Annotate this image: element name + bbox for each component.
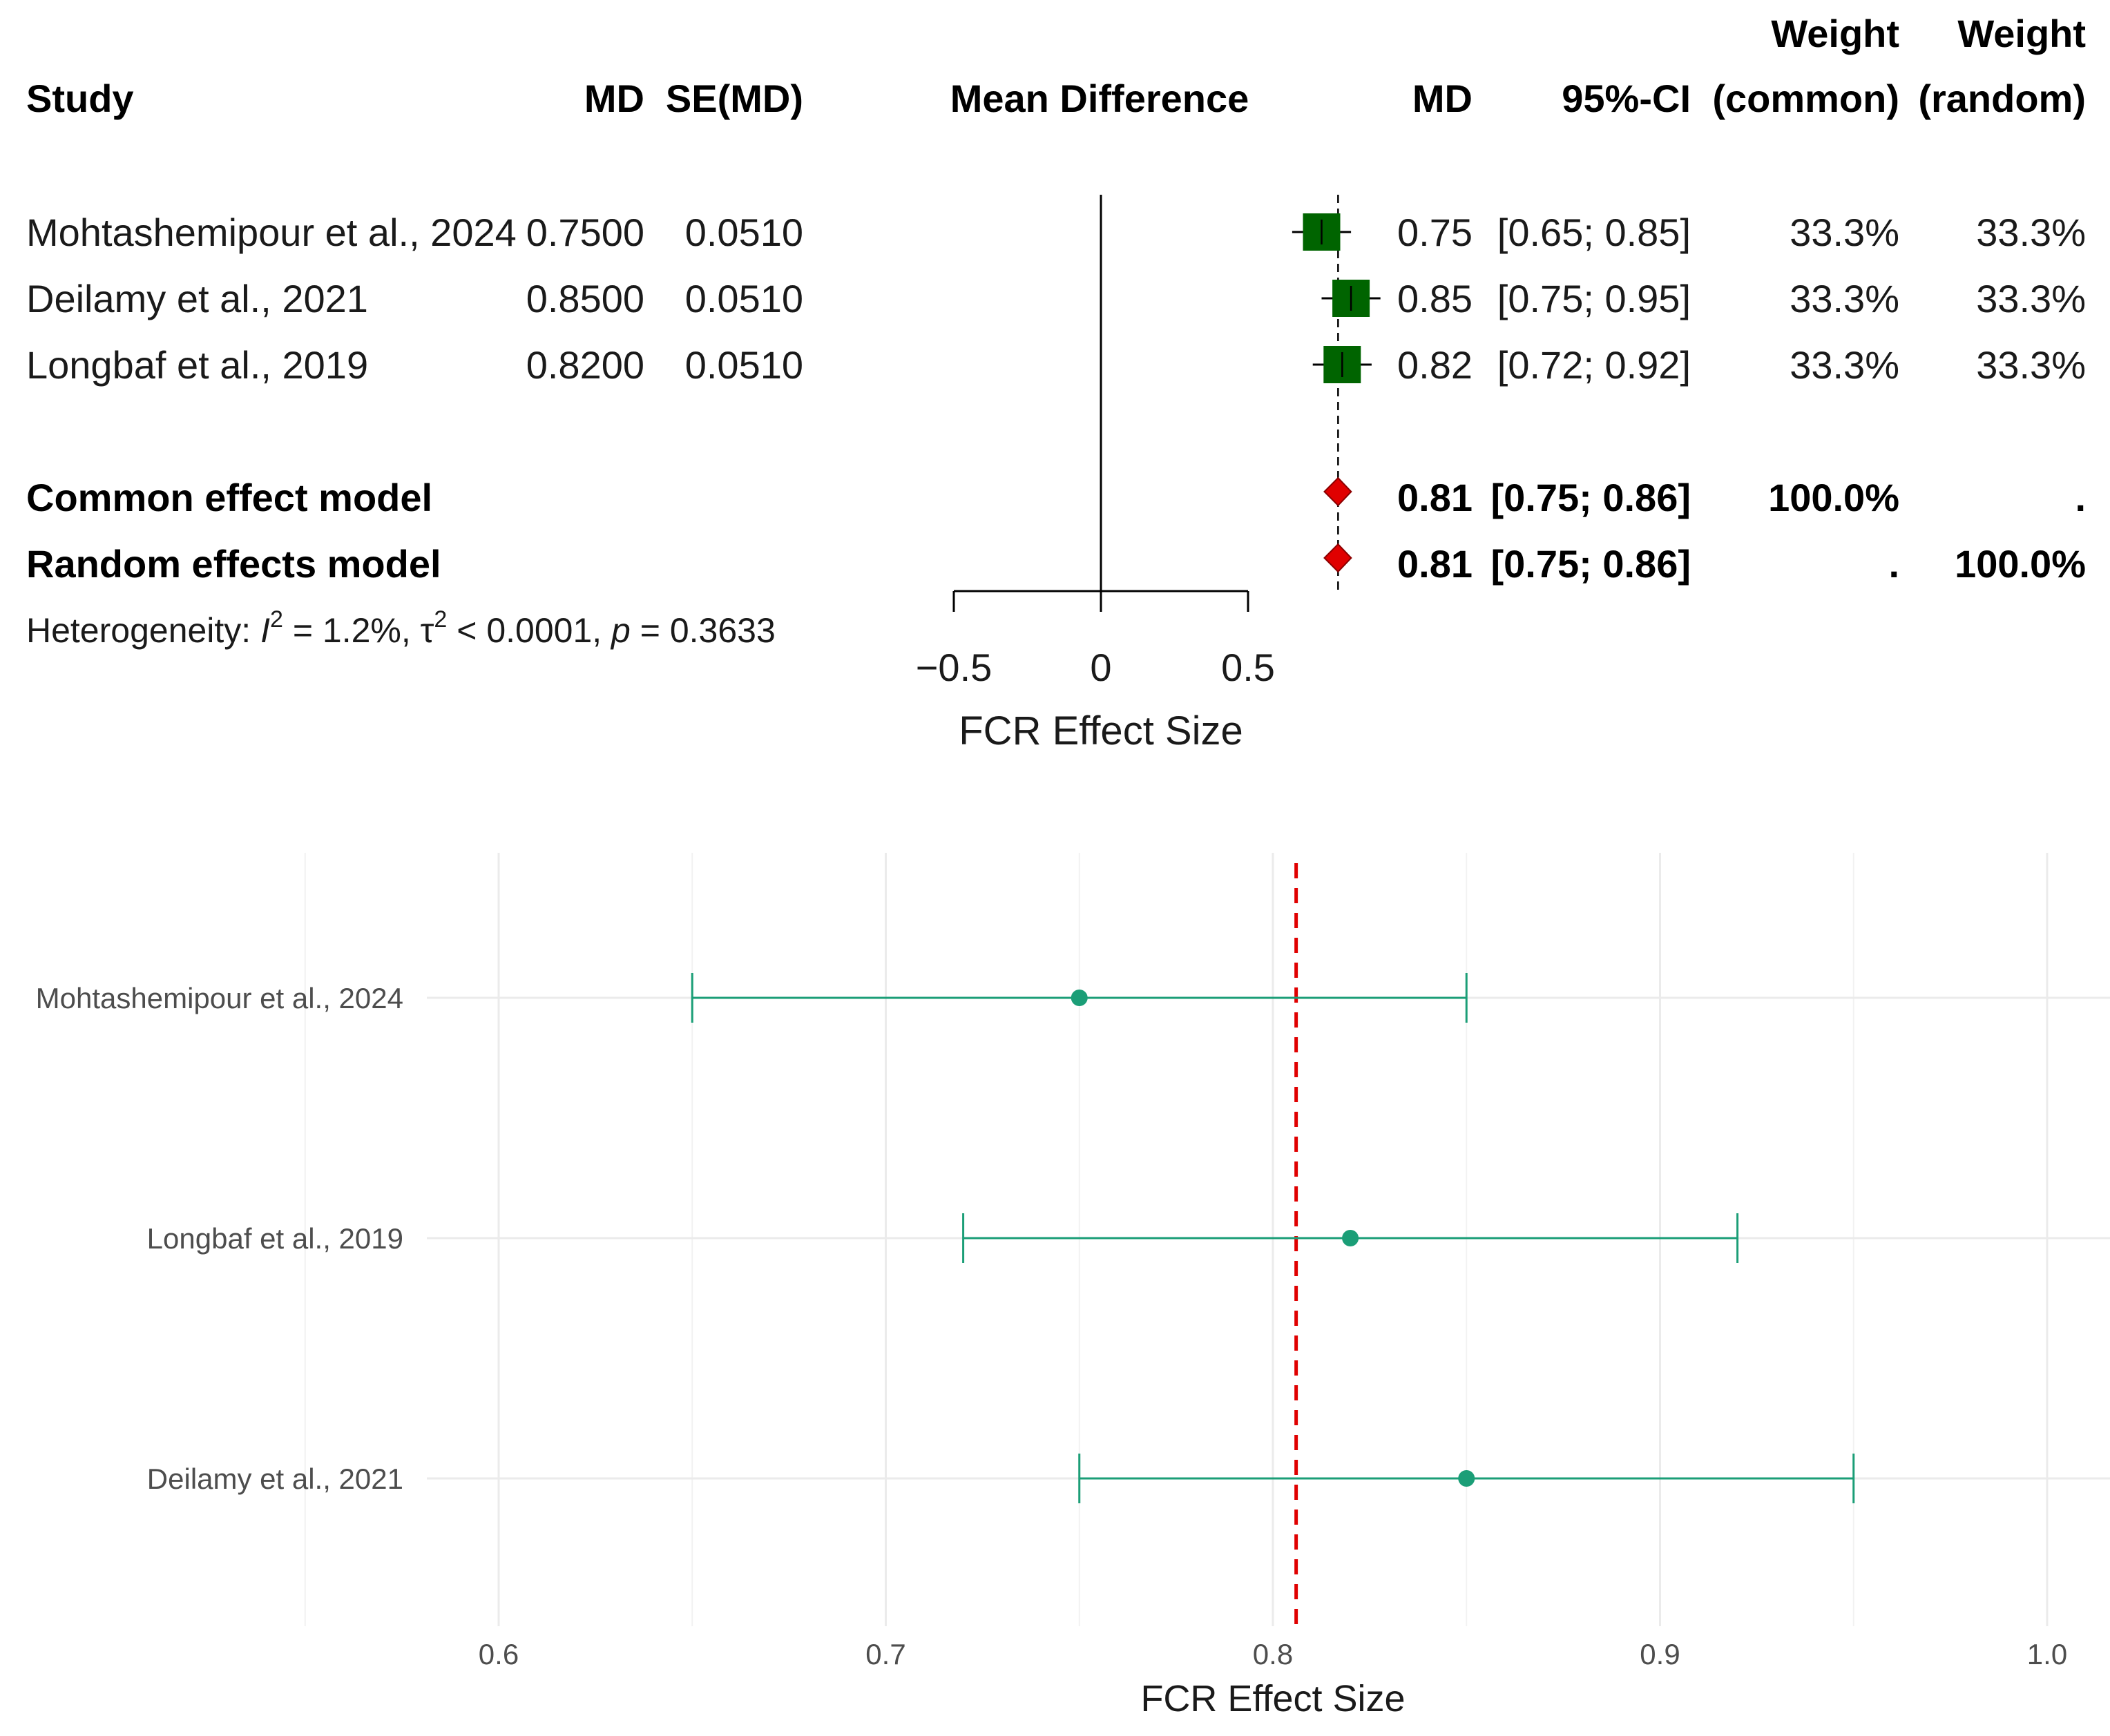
forest-x-axis-label: FCR Effect Size [959, 708, 1243, 753]
header-mean-difference: Mean Difference [950, 77, 1249, 120]
study-weight-common: 33.3% [1790, 277, 1899, 320]
study-md-display: 0.82 [1397, 343, 1473, 387]
study-weight-random: 33.3% [1976, 343, 2086, 387]
forest-marks: −0.5 0 0.5 [916, 195, 1381, 689]
model-name: Random effects model [26, 542, 441, 586]
errorbar-point [1071, 990, 1088, 1006]
errorbar-study-label: Deilamy et al., 2021 [147, 1463, 403, 1495]
study-md: 0.8200 [526, 343, 644, 387]
study-row: Mohtashemipour et al., 2024 0.7500 0.051… [26, 211, 2086, 254]
errorbar-plot: 0.6 0.7 0.8 0.9 1.0 Mohtashemipour et al., 20… [36, 853, 2110, 1719]
forest-x-tick-label: −0.5 [916, 646, 992, 689]
model-weight-common: . [1888, 542, 1899, 586]
header-weight-common-top: Weight [1771, 12, 1899, 55]
errorbar-point [1458, 1470, 1475, 1487]
header-ci: 95%-CI [1562, 77, 1691, 120]
model-diamond [1323, 476, 1352, 507]
study-row: Deilamy et al., 2021 0.8500 0.0510 0.85 … [26, 277, 2086, 320]
study-name: Longbaf et al., 2019 [26, 343, 368, 387]
errorbar-grid [304, 853, 2110, 1626]
study-md: 0.8500 [526, 277, 644, 320]
study-weight-common: 33.3% [1790, 343, 1899, 387]
study-se: 0.0510 [685, 343, 803, 387]
header-md-right: MD [1412, 77, 1473, 120]
header-md: MD [584, 77, 644, 120]
study-ci: [0.72; 0.92] [1497, 343, 1691, 387]
errorbar-x-tick-label: 1.0 [2027, 1638, 2067, 1670]
errorbar-x-tick-label: 0.9 [1640, 1638, 1680, 1670]
study-name: Deilamy et al., 2021 [26, 277, 368, 320]
study-ci: [0.65; 0.85] [1497, 211, 1691, 254]
heterogeneity-text: Heterogeneity: I2 = 1.2%, τ2 < 0.0001, p… [26, 606, 776, 650]
model-md-display: 0.81 [1397, 542, 1473, 586]
errorbar-x-tick-label: 0.7 [865, 1638, 905, 1670]
header-weight-common: (common) [1712, 77, 1899, 120]
study-ci: [0.75; 0.95] [1497, 277, 1691, 320]
model-ci: [0.75; 0.86] [1491, 542, 1691, 586]
study-weight-common: 33.3% [1790, 211, 1899, 254]
header-weight-random: (random) [1918, 77, 2086, 120]
errorbar-x-axis-label: FCR Effect Size [1140, 1678, 1405, 1719]
study-row: Longbaf et al., 2019 0.8200 0.0510 0.82 … [26, 343, 2086, 387]
study-se: 0.0510 [685, 211, 803, 254]
model-weight-common: 100.0% [1768, 476, 1899, 519]
errorbar-x-tick-label: 0.6 [479, 1638, 519, 1670]
errorbar-x-tick-label: 0.8 [1253, 1638, 1293, 1670]
study-name: Mohtashemipour et al., 2024 [26, 211, 517, 254]
study-md-display: 0.75 [1397, 211, 1473, 254]
forest-x-tick-label: 0 [1090, 646, 1111, 689]
study-weight-random: 33.3% [1976, 211, 2086, 254]
forest-header: Study MD SE(MD) Mean Difference MD 95%-C… [26, 12, 2086, 120]
model-weight-random: 100.0% [1955, 542, 2086, 586]
study-weight-random: 33.3% [1976, 277, 2086, 320]
model-weight-random: . [2075, 476, 2086, 519]
model-md-display: 0.81 [1397, 476, 1473, 519]
study-se: 0.0510 [685, 277, 803, 320]
header-se: SE(MD) [666, 77, 803, 120]
study-md-display: 0.85 [1397, 277, 1473, 320]
errorbar-study-label: Mohtashemipour et al., 2024 [36, 982, 403, 1014]
model-diamond [1323, 543, 1352, 573]
header-study: Study [26, 77, 134, 120]
forest-x-tick-label: 0.5 [1221, 646, 1275, 689]
model-name: Common effect model [26, 476, 432, 519]
forest-plot: Study MD SE(MD) Mean Difference MD 95%-C… [26, 12, 2086, 753]
study-md: 0.7500 [526, 211, 644, 254]
model-row: Random effects model 0.81 [0.75; 0.86] .… [26, 542, 2086, 586]
model-row: Common effect model 0.81 [0.75; 0.86] 10… [26, 476, 2086, 519]
model-ci: [0.75; 0.86] [1491, 476, 1691, 519]
errorbar-study-label: Longbaf et al., 2019 [147, 1222, 403, 1255]
errorbar-point [1342, 1230, 1359, 1246]
errorbar-marks: 0.6 0.7 0.8 0.9 1.0 Mohtashemipour et al., 20… [36, 863, 2067, 1670]
header-weight-random-top: Weight [1957, 12, 2086, 55]
